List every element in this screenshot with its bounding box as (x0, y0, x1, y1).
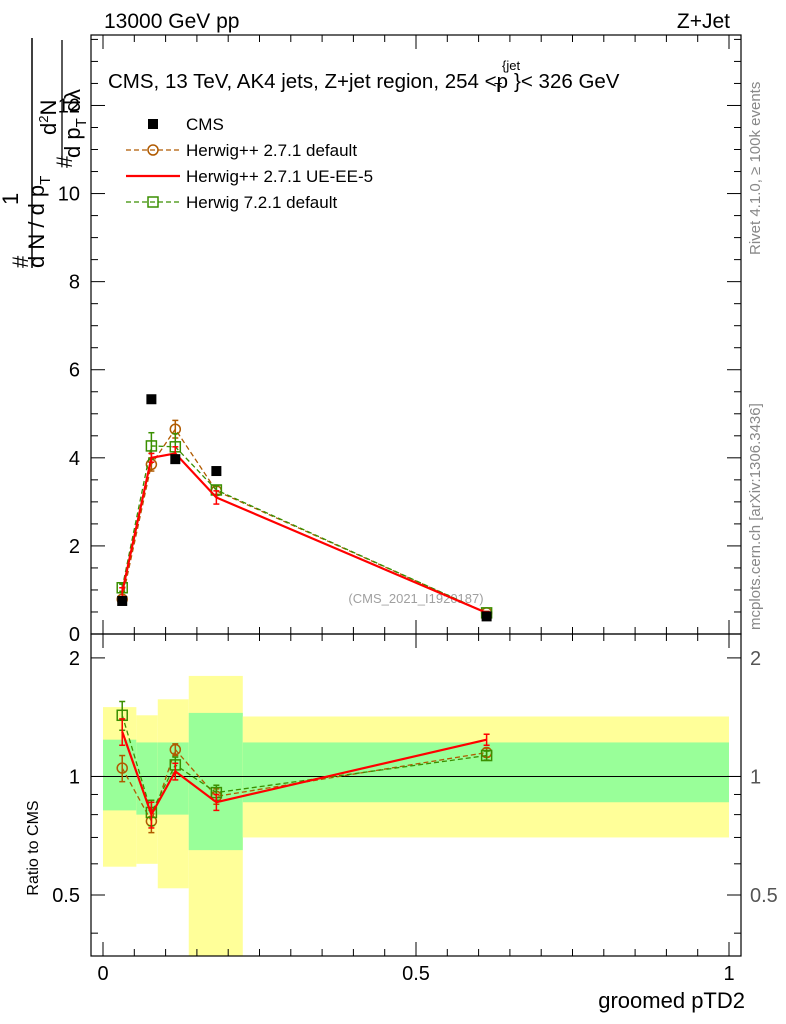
ylabel-dndpt: d N / d pT (24, 176, 54, 268)
analysis-watermark: (CMS_2021_I1920187) (348, 591, 483, 606)
ratio-y-tick-label-right: 2 (750, 648, 761, 670)
title-tail: }< 326 GeV (514, 70, 620, 93)
ratio-panel-frame (90, 633, 742, 957)
main-y-tick-label: 12 (58, 95, 80, 117)
main-y-tick-label: 8 (69, 272, 80, 294)
ylabel-dpt-sub: T (73, 118, 90, 127)
legend-herwig-7-2-1-default-marker (147, 196, 159, 208)
ratio-y-tick-label: 2 (69, 648, 80, 670)
main-y-tick-label: 4 (69, 448, 80, 470)
main-y-tick-label: 10 (58, 184, 80, 206)
main-panel-ticks: 0 2 4 6 8 10 12 (58, 35, 741, 646)
ratio-y-tick-label: 1 (69, 766, 80, 788)
legend-herwig-2-7-1-default-label: Herwig++ 2.7.1 default (186, 141, 357, 160)
main-y-tick-label: 2 (69, 536, 80, 558)
ratio-y-axis-label: Ratio to CMS (25, 800, 42, 895)
header-process-label: Z+Jet (677, 10, 730, 33)
main-y-axis-label: # d N / d pT 1 # d2N d pTdλ (0, 38, 90, 268)
ratio-band-inner (188, 712, 243, 851)
herwig-2-7-1-ue-ee-5-line (121, 452, 488, 614)
ylabel-dndpt-main: d N / d p (24, 185, 49, 268)
herwig-2-7-1-default-ratio-point (169, 743, 182, 756)
header-energy-label: 13000 GeV pp (104, 10, 239, 33)
ratio-uncertainty-bands (91, 675, 741, 956)
legend-herwig-2-7-1-default-marker (147, 144, 159, 156)
cms-data-point (481, 611, 492, 622)
herwig-7-2-1-default-point (145, 440, 158, 452)
ylabel-d2n-tail: N (36, 100, 61, 116)
x-tick-label: 0 (97, 963, 108, 985)
ratio-band-inner (136, 742, 158, 815)
ylabel-one: 1 (0, 193, 23, 205)
cms-data-point (170, 454, 181, 465)
ratio-y-tick-label: 0.5 (52, 885, 80, 907)
legend: CMS Herwig++ 2.7.1 default Herwig++ 2.7.1 … (126, 115, 373, 212)
ratio-data-series (116, 700, 493, 834)
title-main: CMS, 13 TeV, AK4 jets, Z+jet region, 254… (108, 70, 508, 93)
x-axis-label: groomed pTD2 (598, 988, 745, 1013)
legend-cms-marker (148, 119, 158, 129)
main-y-tick-label: 6 (69, 360, 80, 382)
mcplots-source-label: mcplots.cern.ch [arXiv:1306.3436] (747, 403, 764, 630)
ylabel-dndpt-sub: T (37, 176, 54, 185)
main-y-tick-label: 0 (69, 624, 80, 646)
plot-title: CMS, 13 TeV, AK4 jets, Z+jet region, 254… (108, 58, 620, 95)
x-tick-label: 0.5 (402, 963, 430, 985)
ratio-y-tick-label-right: 0.5 (750, 885, 778, 907)
ylabel-d2n: d2N (36, 100, 61, 135)
cms-data-point (211, 466, 222, 477)
ylabel-d2n-sup: 2 (36, 116, 51, 123)
herwig-7-2-1-default-line (121, 445, 487, 614)
ylabel-d2n-main: d (36, 123, 61, 135)
ratio-y-tick-label-right: 1 (750, 766, 761, 788)
ratio-panel-ticks: 0.5 0.5 1 1 2 2 0 0.5 1 (52, 634, 778, 985)
herwig-2-7-1-default-ratio-point (116, 762, 128, 774)
legend-cms-label: CMS (186, 115, 224, 134)
rivet-version-label: Rivet 4.1.0, ≥ 100k events (747, 82, 764, 255)
legend-herwig-7-2-1-default-label: Herwig 7.2.1 default (186, 193, 337, 212)
ylabel-num-hash: # (8, 255, 33, 268)
ylabel-dpt-dlambda: d pTdλ (60, 89, 90, 158)
ylabel-hash-2: # (52, 155, 77, 168)
ylabel-dpt-main: d p (60, 127, 85, 158)
title-sup: {jet (502, 58, 520, 73)
cms-data-point (117, 595, 128, 606)
herwig-7-2-1-default-ratio-point (480, 749, 493, 762)
legend-herwig-2-7-1-ue-ee-5-label: Herwig++ 2.7.1 UE-EE-5 (186, 167, 373, 186)
main-data-series (116, 394, 493, 622)
ylabel-dlambda: dλ (60, 89, 85, 112)
x-tick-label: 1 (723, 963, 734, 985)
cms-data-point (146, 394, 157, 405)
ratio-band-inner (103, 739, 137, 811)
title-sub: T (494, 80, 502, 95)
